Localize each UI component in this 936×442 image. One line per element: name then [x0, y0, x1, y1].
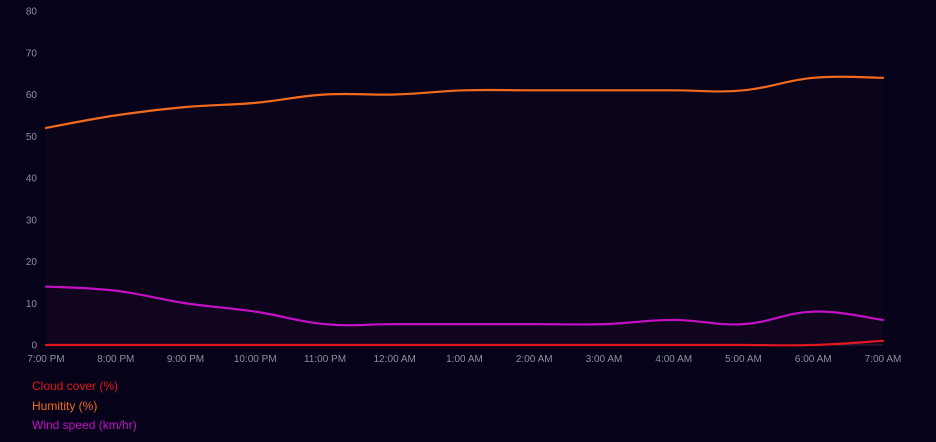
x-tick-label: 7:00 AM: [865, 354, 902, 365]
legend-item[interactable]: Cloud cover (%): [32, 379, 119, 393]
series-lines: [44, 75, 885, 347]
x-tick-label: 5:00 AM: [725, 354, 762, 365]
y-axis-ticks: 0 10 20 30 40 50 60 70 80: [26, 7, 38, 352]
y-tick-label: 30: [26, 215, 38, 226]
y-tick-label: 40: [26, 174, 38, 185]
y-tick-label: 0: [31, 341, 37, 352]
legend-item[interactable]: Wind speed (km/hr): [32, 418, 137, 432]
y-tick-label: 70: [26, 48, 38, 59]
x-tick-label: 2:00 AM: [516, 354, 553, 365]
series-line: [44, 339, 885, 347]
x-tick-label: 11:00 PM: [304, 354, 346, 365]
x-tick-label: 12:00 AM: [374, 354, 416, 365]
x-tick-label: 1:00 AM: [446, 354, 483, 365]
x-tick-label: 8:00 PM: [97, 354, 134, 365]
x-axis-ticks: 7:00 PM 8:00 PM 9:00 PM 10:00 PM 11:00 PM 12:…: [27, 354, 901, 365]
y-tick-label: 50: [26, 132, 38, 143]
y-tick-label: 80: [26, 7, 38, 18]
x-tick-label: 9:00 PM: [167, 354, 204, 365]
series-line: [44, 75, 885, 129]
legend-item[interactable]: Humitity (%): [32, 398, 98, 413]
y-tick-label: 20: [26, 257, 38, 268]
y-tick-label: 10: [26, 299, 38, 310]
x-tick-label: 4:00 AM: [655, 354, 692, 365]
x-tick-label: 6:00 AM: [795, 354, 832, 365]
x-tick-label: 7:00 PM: [27, 354, 64, 365]
x-tick-label: 3:00 AM: [586, 354, 623, 365]
y-tick-label: 60: [26, 90, 38, 101]
series-line: [44, 285, 885, 327]
chart-legend: Cloud cover (%) Humitity (%) Wind speed (k…: [32, 377, 137, 436]
x-tick-label: 10:00 PM: [234, 354, 277, 365]
